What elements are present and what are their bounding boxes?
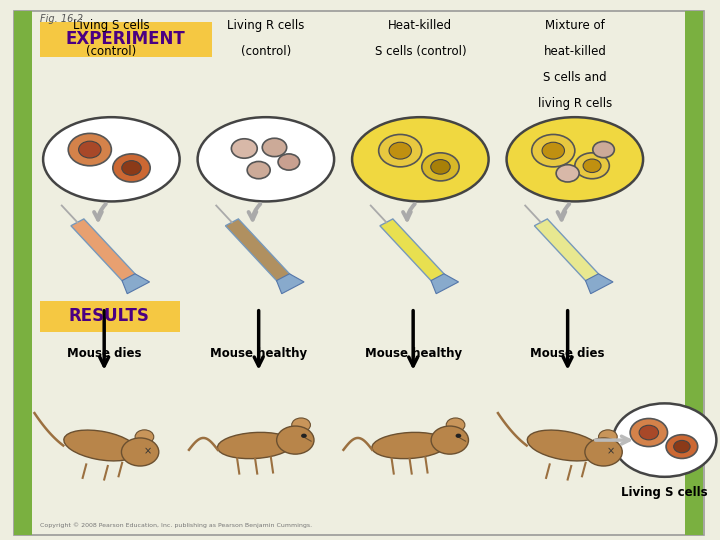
Circle shape bbox=[585, 438, 622, 466]
Circle shape bbox=[456, 434, 462, 438]
Text: ×: × bbox=[607, 446, 615, 456]
Ellipse shape bbox=[507, 117, 643, 201]
Text: Mouse dies: Mouse dies bbox=[67, 347, 141, 360]
Circle shape bbox=[122, 438, 159, 466]
Polygon shape bbox=[534, 219, 601, 284]
Circle shape bbox=[278, 154, 300, 170]
Text: Living S cells: Living S cells bbox=[73, 19, 150, 32]
FancyBboxPatch shape bbox=[40, 301, 179, 332]
Text: Fig. 16-2: Fig. 16-2 bbox=[40, 14, 83, 24]
FancyBboxPatch shape bbox=[14, 11, 704, 535]
Text: EXPERIMENT: EXPERIMENT bbox=[66, 30, 186, 48]
Circle shape bbox=[113, 154, 150, 182]
Circle shape bbox=[542, 142, 564, 159]
Circle shape bbox=[68, 133, 112, 166]
Circle shape bbox=[78, 141, 101, 158]
Ellipse shape bbox=[613, 403, 716, 477]
Circle shape bbox=[630, 418, 667, 447]
Ellipse shape bbox=[372, 433, 447, 458]
Polygon shape bbox=[225, 219, 292, 284]
Circle shape bbox=[531, 134, 575, 167]
Circle shape bbox=[639, 425, 659, 440]
Circle shape bbox=[666, 435, 698, 458]
FancyBboxPatch shape bbox=[14, 11, 32, 535]
Text: S cells and: S cells and bbox=[543, 71, 607, 84]
Circle shape bbox=[135, 430, 154, 444]
Polygon shape bbox=[122, 274, 150, 294]
Circle shape bbox=[583, 159, 601, 172]
Circle shape bbox=[446, 418, 465, 432]
Circle shape bbox=[598, 430, 617, 444]
Text: RESULTS: RESULTS bbox=[69, 307, 150, 326]
Polygon shape bbox=[71, 219, 138, 284]
Circle shape bbox=[556, 165, 579, 182]
Text: (control): (control) bbox=[240, 45, 291, 58]
Polygon shape bbox=[276, 274, 304, 294]
Circle shape bbox=[247, 161, 270, 179]
Text: Mouse healthy: Mouse healthy bbox=[210, 347, 307, 360]
Ellipse shape bbox=[527, 430, 600, 461]
Text: heat-killed: heat-killed bbox=[544, 45, 606, 58]
FancyBboxPatch shape bbox=[685, 11, 703, 535]
Circle shape bbox=[276, 426, 314, 454]
Ellipse shape bbox=[352, 117, 489, 201]
Circle shape bbox=[379, 134, 422, 167]
Text: Mouse dies: Mouse dies bbox=[531, 347, 605, 360]
Text: living R cells: living R cells bbox=[538, 97, 612, 110]
Circle shape bbox=[301, 434, 307, 438]
Circle shape bbox=[122, 160, 141, 176]
Text: ×: × bbox=[143, 446, 151, 456]
Text: Copyright © 2008 Pearson Education, Inc. publishing as Pearson Benjamin Cummings: Copyright © 2008 Pearson Education, Inc.… bbox=[40, 523, 312, 528]
Circle shape bbox=[292, 418, 310, 432]
Ellipse shape bbox=[64, 430, 138, 461]
Circle shape bbox=[431, 159, 450, 174]
Circle shape bbox=[575, 153, 609, 179]
Text: S cells (control): S cells (control) bbox=[374, 45, 466, 58]
Text: Heat-killed: Heat-killed bbox=[388, 19, 452, 32]
Circle shape bbox=[431, 426, 469, 454]
Circle shape bbox=[389, 142, 411, 159]
Ellipse shape bbox=[217, 433, 293, 458]
Circle shape bbox=[674, 441, 690, 453]
Circle shape bbox=[262, 138, 287, 157]
Circle shape bbox=[231, 139, 257, 158]
Circle shape bbox=[422, 153, 459, 181]
Text: Living S cells: Living S cells bbox=[621, 486, 708, 499]
Polygon shape bbox=[380, 219, 446, 284]
Polygon shape bbox=[585, 274, 613, 294]
Text: (control): (control) bbox=[86, 45, 137, 58]
Ellipse shape bbox=[197, 117, 334, 201]
Circle shape bbox=[593, 141, 614, 158]
Text: Mixture of: Mixture of bbox=[545, 19, 605, 32]
Text: Mouse healthy: Mouse healthy bbox=[364, 347, 462, 360]
Text: Living R cells: Living R cells bbox=[228, 19, 305, 32]
Ellipse shape bbox=[43, 117, 179, 201]
FancyBboxPatch shape bbox=[40, 22, 212, 57]
Polygon shape bbox=[431, 274, 459, 294]
